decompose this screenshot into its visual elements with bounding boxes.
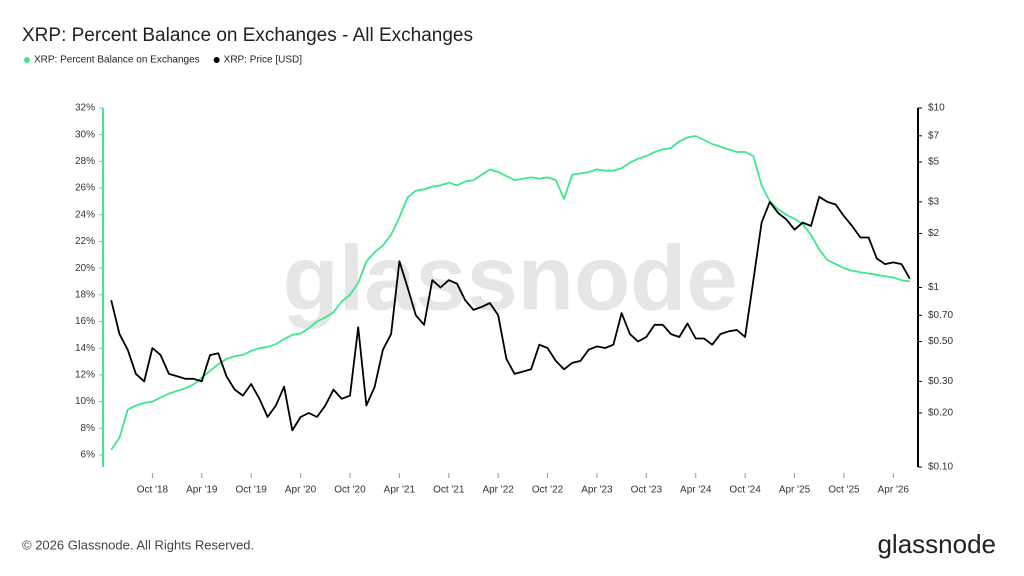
y-tick-label: 12% bbox=[75, 370, 95, 381]
y-tick-label: 22% bbox=[75, 236, 95, 247]
y2-tick-label: $0.10 bbox=[928, 462, 953, 473]
y-tick-label: 14% bbox=[75, 343, 95, 354]
y2-tick-label: $2 bbox=[928, 228, 940, 239]
y2-tick-label: $5 bbox=[928, 157, 940, 168]
y2-tick-label: $10 bbox=[928, 103, 945, 114]
x-tick-label: Oct '24 bbox=[729, 485, 761, 496]
y-tick-label: 32% bbox=[75, 103, 95, 114]
logo: glassnode bbox=[877, 529, 996, 559]
x-tick-label: Oct '20 bbox=[334, 485, 366, 496]
y-tick-label: 16% bbox=[75, 316, 95, 327]
y2-tick-label: $0.30 bbox=[928, 376, 953, 387]
chart-title: XRP: Percent Balance on Exchanges - All … bbox=[22, 25, 473, 46]
y-tick-label: 8% bbox=[81, 423, 96, 434]
legend-label: XRP: Price [USD] bbox=[224, 55, 303, 66]
y-tick-label: 18% bbox=[75, 289, 95, 300]
legend-marker bbox=[213, 57, 220, 63]
x-tick-label: Oct '25 bbox=[828, 485, 860, 496]
x-tick-label: Oct '21 bbox=[433, 485, 465, 496]
series-line bbox=[110, 195, 911, 432]
watermark: glassnode bbox=[282, 227, 737, 329]
y-tick-label: 24% bbox=[75, 209, 95, 220]
y-tick-label: 6% bbox=[81, 450, 96, 461]
y-tick-label: 10% bbox=[75, 396, 95, 407]
y2-tick-label: $0.50 bbox=[928, 336, 953, 347]
x-tick-label: Apr '25 bbox=[779, 485, 811, 496]
x-tick-label: Apr '21 bbox=[384, 485, 416, 496]
x-tick-label: Oct '22 bbox=[532, 485, 564, 496]
x-tick-label: Oct '18 bbox=[137, 485, 169, 496]
legend-marker bbox=[24, 57, 30, 63]
y2-tick-label: $0.70 bbox=[928, 310, 953, 321]
legend-label: XRP: Percent Balance on Exchanges bbox=[34, 55, 200, 66]
y-tick-label: 28% bbox=[75, 156, 95, 167]
y-tick-label: 30% bbox=[75, 129, 95, 140]
y-tick-label: 20% bbox=[75, 263, 95, 274]
series-line bbox=[110, 135, 910, 451]
x-tick-label: Apr '22 bbox=[482, 485, 514, 496]
y2-tick-label: $0.20 bbox=[928, 408, 953, 419]
x-tick-label: Apr '24 bbox=[680, 485, 712, 496]
y2-tick-label: $1 bbox=[928, 282, 940, 293]
x-tick-label: Apr '26 bbox=[878, 485, 910, 496]
y2-tick-label: $7 bbox=[928, 130, 940, 141]
x-tick-label: Oct '23 bbox=[631, 485, 663, 496]
x-tick-label: Apr '20 bbox=[285, 485, 317, 496]
x-tick-label: Oct '19 bbox=[235, 485, 267, 496]
y2-tick-label: $3 bbox=[928, 196, 940, 207]
x-tick-label: Apr '19 bbox=[186, 485, 218, 496]
y-tick-label: 26% bbox=[75, 183, 95, 194]
x-tick-label: Apr '23 bbox=[581, 485, 613, 496]
footer: © 2026 Glassnode. All Rights Reserved. bbox=[22, 537, 254, 552]
